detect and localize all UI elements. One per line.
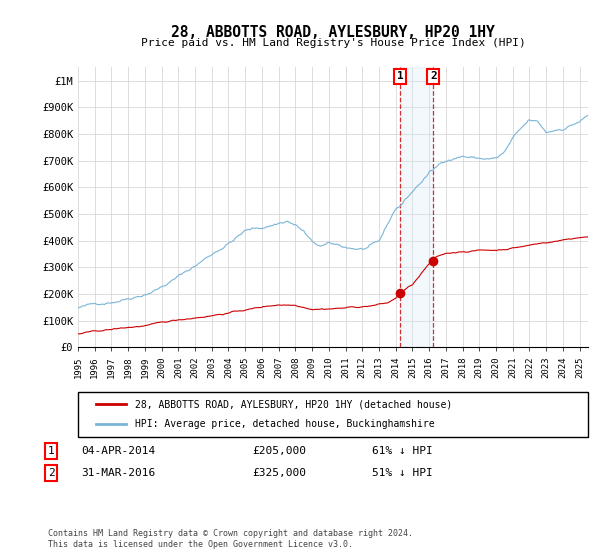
Text: 1: 1 (397, 71, 403, 81)
Text: HPI: Average price, detached house, Buckinghamshire: HPI: Average price, detached house, Buck… (135, 419, 434, 430)
Text: 2: 2 (430, 71, 437, 81)
Text: 1: 1 (47, 446, 55, 456)
Text: 31-MAR-2016: 31-MAR-2016 (81, 468, 155, 478)
Text: Contains HM Land Registry data © Crown copyright and database right 2024.
This d: Contains HM Land Registry data © Crown c… (48, 529, 413, 549)
Bar (400, 67, 433, 347)
Text: £205,000: £205,000 (252, 446, 306, 456)
Text: 28, ABBOTTS ROAD, AYLESBURY, HP20 1HY (detached house): 28, ABBOTTS ROAD, AYLESBURY, HP20 1HY (d… (135, 399, 452, 409)
Text: Price paid vs. HM Land Registry's House Price Index (HPI): Price paid vs. HM Land Registry's House … (140, 38, 526, 48)
Text: 28, ABBOTTS ROAD, AYLESBURY, HP20 1HY: 28, ABBOTTS ROAD, AYLESBURY, HP20 1HY (171, 25, 495, 40)
Text: 04-APR-2014: 04-APR-2014 (81, 446, 155, 456)
Text: £325,000: £325,000 (252, 468, 306, 478)
Text: 51% ↓ HPI: 51% ↓ HPI (372, 468, 433, 478)
Text: 61% ↓ HPI: 61% ↓ HPI (372, 446, 433, 456)
Text: 2: 2 (47, 468, 55, 478)
